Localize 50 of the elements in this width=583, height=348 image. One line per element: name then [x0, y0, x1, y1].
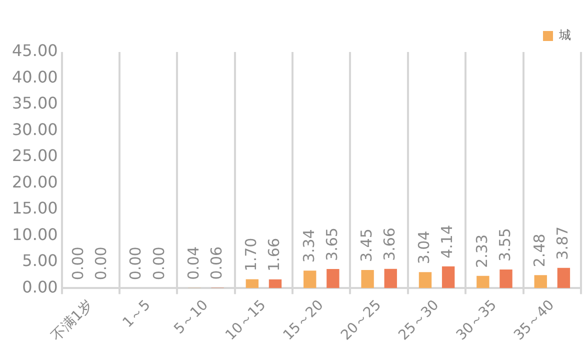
bar — [418, 272, 432, 288]
bar — [268, 279, 282, 288]
data-label: 4.14 — [438, 224, 456, 258]
y-tick-label: 40.00 — [12, 67, 58, 86]
y-tick-label: 10.00 — [12, 224, 58, 244]
bar — [304, 270, 316, 288]
x-tick-label: 1～5 — [120, 297, 154, 331]
y-tick-label: 20.00 — [12, 172, 58, 192]
data-label: 0.00 — [150, 246, 168, 280]
x-tick-label: 10～15 — [222, 297, 270, 344]
x-tick-label: 25～30 — [396, 297, 442, 344]
bar — [557, 268, 570, 288]
data-label: 3.66 — [380, 228, 399, 261]
data-label: 3.34 — [300, 229, 318, 263]
bar — [476, 276, 490, 288]
data-label: 3.55 — [496, 228, 514, 262]
x-tick-label: 不满1岁 — [48, 297, 96, 344]
bar — [534, 275, 547, 288]
data-label: 0.00 — [126, 246, 145, 280]
data-label: 3.87 — [554, 226, 572, 260]
data-label: 0.06 — [207, 246, 226, 280]
bar — [384, 268, 397, 288]
y-tick-label: 30.00 — [12, 120, 58, 139]
bar — [246, 279, 259, 288]
x-tick-label: 5～10 — [171, 297, 212, 338]
y-tick-label: 45.00 — [12, 41, 58, 60]
data-label: 3.65 — [322, 228, 341, 261]
bar — [500, 269, 512, 288]
bar — [361, 270, 374, 288]
y-tick-label: 15.00 — [12, 198, 58, 218]
bar — [326, 268, 340, 288]
data-label: 3.04 — [415, 230, 434, 264]
x-tick-label: 30～35 — [453, 297, 500, 344]
x-tick-label: 15～20 — [280, 297, 327, 344]
data-label: 0.04 — [184, 246, 202, 280]
legend-label: 城 — [558, 28, 571, 42]
x-tick-label: 20～25 — [338, 297, 384, 344]
y-tick-label: 0.00 — [22, 277, 58, 296]
y-tick-label: 35.00 — [12, 94, 58, 113]
bar — [442, 266, 455, 288]
y-tick-label: 25.00 — [12, 146, 58, 166]
y-tick-label: 5.00 — [22, 251, 58, 270]
data-label: 2.48 — [530, 234, 549, 268]
data-label: 0.00 — [69, 246, 87, 280]
data-label: 1.70 — [242, 238, 260, 272]
x-tick-label: 35～40 — [511, 297, 558, 344]
data-label: 3.45 — [357, 228, 376, 262]
data-label: 0.00 — [92, 246, 110, 280]
data-label: 1.66 — [265, 238, 284, 272]
data-label: 2.33 — [472, 234, 491, 268]
